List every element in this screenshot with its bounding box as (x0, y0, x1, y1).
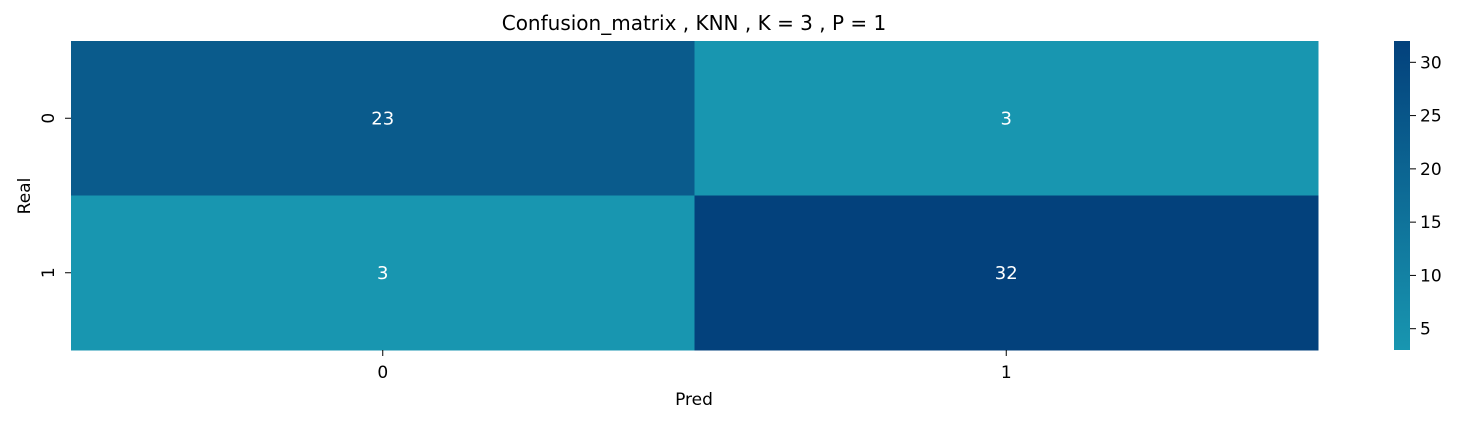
heatmap-cell-labels: 23 3 3 32 (371, 108, 1017, 284)
y-axis-ticks: 01 (39, 113, 71, 278)
heatmap-cell-r0-c1 (694, 41, 1319, 196)
heatmap-cell-r1-c0 (71, 195, 695, 351)
cell-value-r0-c0: 23 (371, 108, 394, 129)
colorbar-tick-label: 25 (1420, 107, 1442, 127)
colorbar-tick-label: 15 (1420, 213, 1442, 233)
colorbar-ticks: 5 10 15 20 25 30 (1410, 53, 1442, 340)
x-axis-title: Pred (675, 390, 713, 410)
y-tick-label: 1 (39, 267, 59, 278)
x-tick-label: 0 (377, 363, 388, 383)
cell-value-r0-c1: 3 (1001, 108, 1012, 129)
colorbar-tick-label: 30 (1420, 53, 1442, 73)
colorbar (1394, 41, 1410, 350)
x-tick-label: 1 (1001, 363, 1012, 383)
cell-value-r1-c0: 3 (377, 263, 388, 284)
heatmap-cells (71, 41, 1319, 351)
y-axis-title: Real (15, 178, 35, 215)
colorbar-tick-label: 20 (1420, 160, 1442, 180)
cell-value-r1-c1: 32 (995, 263, 1018, 284)
colorbar-tick-label: 5 (1420, 320, 1431, 340)
heatmap-cell-r1-c1 (694, 195, 1319, 351)
chart-title: Confusion_matrix , KNN , K = 3 , P = 1 (502, 11, 887, 35)
colorbar-tick-label: 10 (1420, 266, 1442, 286)
heatmap-cell-r0-c0 (71, 41, 695, 196)
y-tick-label: 0 (39, 113, 59, 124)
